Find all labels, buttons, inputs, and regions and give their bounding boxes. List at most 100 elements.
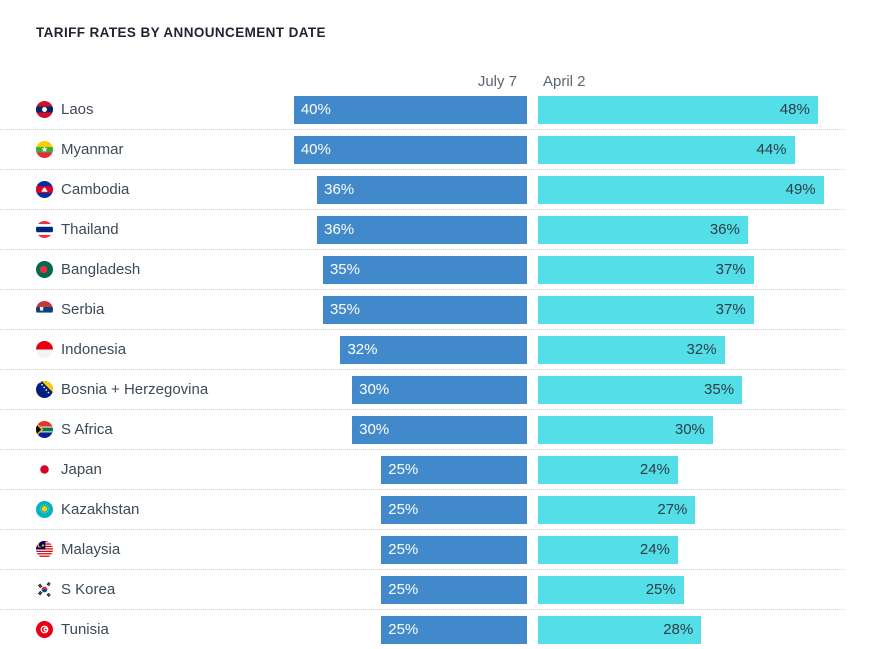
july7-value-label: 25% [388,501,419,518]
july7-bar: 40% [293,95,527,124]
april2-bar: 24% [538,455,678,484]
country-cell: S Korea [0,581,292,598]
july7-bar: 35% [322,255,527,284]
april2-bar-zone: 30% [538,415,844,444]
country-cell: Thailand [0,221,292,238]
country-cell: Cambodia [0,181,292,198]
flag-bosnia-icon [36,381,53,398]
flag-serbia-icon [36,301,53,318]
country-label: Tunisia [61,621,109,638]
july7-value-label: 30% [359,381,390,398]
chart-row: S Africa 30% 30% [0,409,844,449]
july7-bar-zone: 35% [292,295,527,324]
column-header-april2: April 2 [543,73,586,90]
flag-myanmar-icon [36,141,53,158]
country-cell: Indonesia [0,341,292,358]
flag-malaysia-icon [36,541,53,558]
april2-bar-zone: 37% [538,255,844,284]
flag-s-korea-icon [36,581,53,598]
country-label: Serbia [61,301,105,318]
country-label: Thailand [61,221,119,238]
country-label: S Korea [61,581,116,598]
april2-bar-zone: 48% [538,95,844,124]
april2-value-label: 35% [704,381,735,398]
july7-value-label: 25% [388,461,419,478]
april2-value-label: 25% [645,581,676,598]
country-cell: Kazakhstan [0,501,292,518]
flag-bangladesh-icon [36,261,53,278]
april2-value-label: 32% [686,341,717,358]
country-cell: Bangladesh [0,261,292,278]
april2-value-label: 49% [785,181,816,198]
july7-bar: 32% [340,335,527,364]
chart-row: Thailand 36% 36% [0,209,844,249]
country-label: Cambodia [61,181,130,198]
july7-value-label: 36% [324,221,355,238]
chart-row: Malaysia 25% 24% [0,529,844,569]
july7-value-label: 36% [324,181,355,198]
july7-bar: 25% [381,455,527,484]
country-label: Myanmar [61,141,124,158]
country-label: Kazakhstan [61,501,140,518]
july7-bar-zone: 25% [292,615,527,644]
chart-title: TARIFF RATES BY ANNOUNCEMENT DATE [36,25,326,40]
april2-bar: 24% [538,535,678,564]
july7-value-label: 25% [388,621,419,638]
july7-bar: 25% [381,615,527,644]
july7-value-label: 35% [329,261,360,278]
column-headers: July 7 April 2 [0,64,844,90]
july7-bar-zone: 30% [292,415,527,444]
april2-value-label: 48% [779,101,810,118]
chart-row: Cambodia 36% 49% [0,169,844,209]
april2-value-label: 24% [639,541,670,558]
april2-value-label: 27% [657,501,688,518]
july7-value-label: 25% [388,541,419,558]
flag-cambodia-icon [36,181,53,198]
chart-row: Serbia 35% 37% [0,289,844,329]
april2-bar: 44% [538,135,795,164]
july7-bar: 36% [317,175,527,204]
july7-value-label: 25% [388,581,419,598]
july7-bar: 30% [352,375,527,404]
chart-row: Bangladesh 35% 37% [0,249,844,289]
country-label: Japan [61,461,102,478]
april2-bar: 49% [538,175,824,204]
july7-value-label: 32% [347,341,378,358]
april2-bar-zone: 36% [538,215,844,244]
flag-thailand-icon [36,221,53,238]
april2-value-label: 37% [715,301,746,318]
country-label: Bosnia + Herzegovina [61,381,209,398]
country-cell: Bosnia + Herzegovina [0,381,292,398]
july7-bar-zone: 25% [292,575,527,604]
april2-bar-zone: 25% [538,575,844,604]
april2-bar: 48% [538,95,818,124]
chart-row: Laos 40% 48% [0,90,844,129]
april2-bar-zone: 27% [538,495,844,524]
country-cell: Serbia [0,301,292,318]
april2-bar: 28% [538,615,702,644]
april2-bar-zone: 28% [538,615,844,644]
july7-bar: 36% [317,215,527,244]
country-label: Bangladesh [61,261,141,278]
chart-row: S Korea 25% 25% [0,569,844,609]
april2-bar-zone: 32% [538,335,844,364]
april2-bar-zone: 24% [538,455,844,484]
july7-bar-zone: 40% [292,95,527,124]
april2-bar: 25% [538,575,684,604]
july7-bar-zone: 25% [292,455,527,484]
chart-rows: Laos 40% 48% Myanmar 40% 44% Cambodia 36% 49% Tha… [0,90,844,649]
chart-row: Kazakhstan 25% 27% [0,489,844,529]
july7-bar-zone: 40% [292,135,527,164]
july7-bar: 40% [293,135,527,164]
july7-value-label: 35% [329,301,360,318]
country-cell: Myanmar [0,141,292,158]
july7-bar: 25% [381,495,527,524]
country-label: Malaysia [61,541,121,558]
july7-bar-zone: 25% [292,535,527,564]
april2-value-label: 36% [709,221,740,238]
april2-value-label: 28% [663,621,694,638]
flag-laos-icon [36,101,53,118]
july7-bar: 35% [322,295,527,324]
april2-bar: 30% [538,415,713,444]
